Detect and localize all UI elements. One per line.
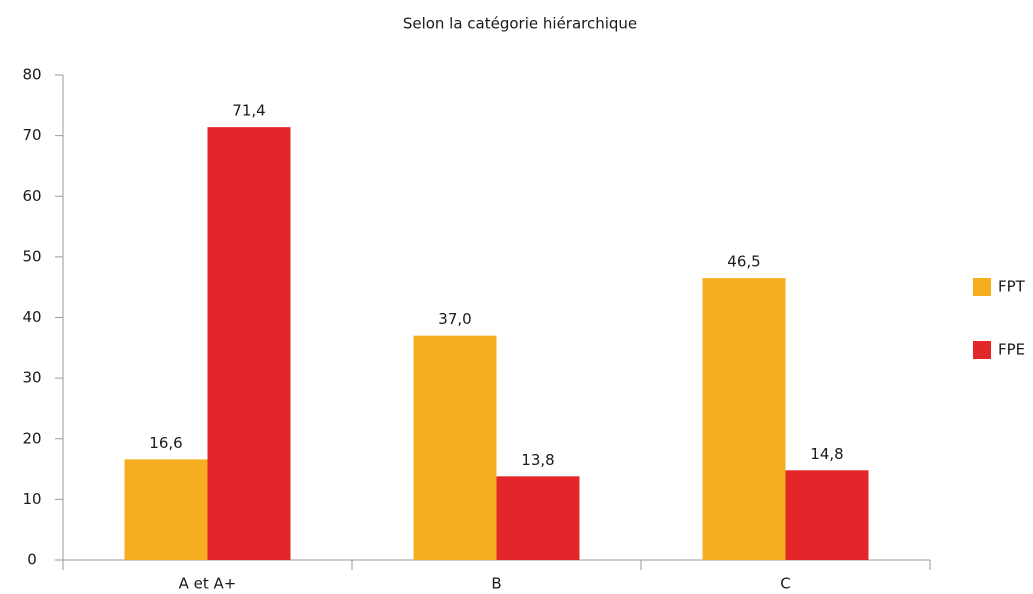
value-label: 37,0 xyxy=(438,310,471,328)
legend-swatch xyxy=(973,341,991,359)
bar xyxy=(496,476,580,560)
legend-label: FPE xyxy=(998,341,1025,359)
bar xyxy=(124,459,208,560)
bar xyxy=(785,470,869,560)
y-tick-label: 20 xyxy=(22,429,41,447)
value-label: 71,4 xyxy=(232,102,265,120)
value-label: 16,6 xyxy=(149,434,182,452)
y-tick-label: 10 xyxy=(22,490,41,508)
legend-label: FPT xyxy=(998,278,1026,296)
x-tick-label: B xyxy=(491,575,501,591)
x-tick-label: C xyxy=(780,575,790,591)
y-tick-label: 50 xyxy=(22,247,41,265)
y-tick-label: 40 xyxy=(22,308,41,326)
x-tick-label: A et A+ xyxy=(179,575,237,591)
value-label: 13,8 xyxy=(521,451,554,469)
y-tick-label: 60 xyxy=(22,187,41,205)
y-tick-label: 80 xyxy=(22,66,41,84)
chart-title: Selon la catégorie hiérarchique xyxy=(403,15,637,33)
y-tick-label: 30 xyxy=(22,369,41,387)
value-label: 46,5 xyxy=(727,253,760,271)
bar xyxy=(207,127,291,560)
y-tick-label: 0 xyxy=(27,551,37,569)
value-label: 14,8 xyxy=(810,445,843,463)
bar xyxy=(702,278,786,560)
y-tick-label: 70 xyxy=(22,126,41,144)
bar xyxy=(413,335,497,560)
legend-swatch xyxy=(973,278,991,296)
